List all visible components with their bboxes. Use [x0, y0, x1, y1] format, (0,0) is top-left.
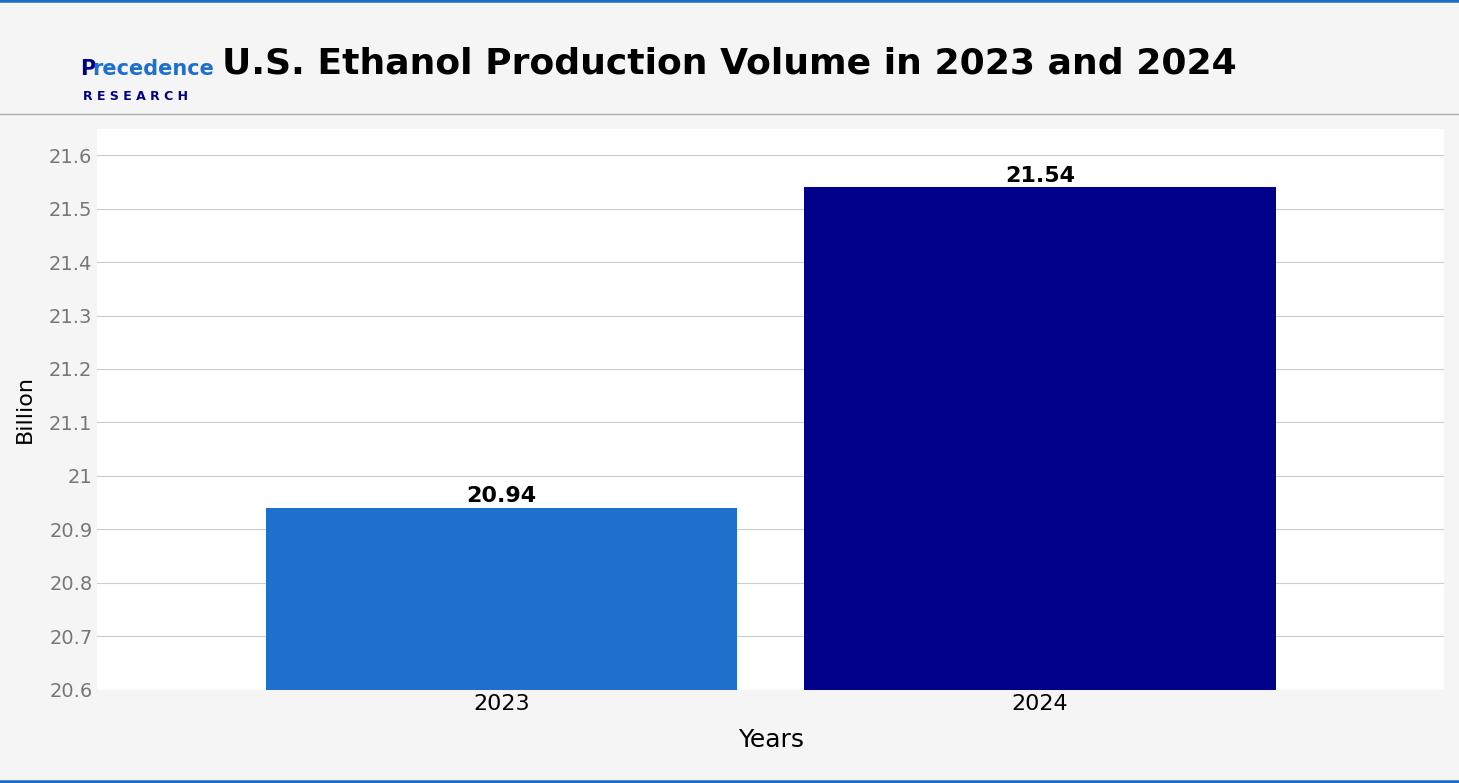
Text: recedence: recedence	[92, 59, 214, 79]
Text: P: P	[80, 59, 95, 79]
Bar	[266, 508, 737, 783]
X-axis label: Years: Years	[738, 728, 804, 752]
Bar	[804, 187, 1275, 783]
Text: 21.54: 21.54	[1005, 166, 1075, 186]
Text: 20.94: 20.94	[467, 486, 537, 507]
Text: U.S. Ethanol Production Volume in 2023 and 2024: U.S. Ethanol Production Volume in 2023 a…	[222, 47, 1237, 81]
Text: R E S E A R C H: R E S E A R C H	[83, 90, 188, 103]
Y-axis label: Billion: Billion	[15, 375, 35, 443]
